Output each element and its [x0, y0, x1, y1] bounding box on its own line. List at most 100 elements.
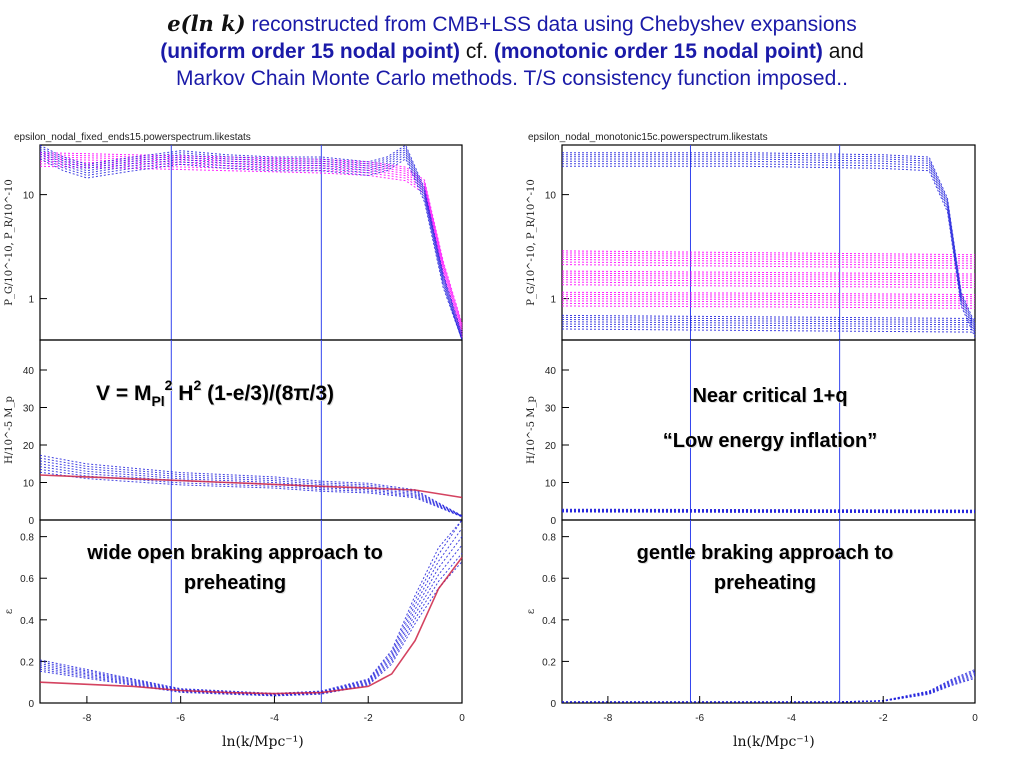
- series-line-left-mid-0-0: [39, 471, 463, 518]
- series-line-right-bottom-0-2: [562, 674, 976, 703]
- y-tick-label-left-mid-4: 0: [28, 516, 34, 527]
- y-tick-label-right-bottom-3: 0.2: [542, 657, 556, 668]
- y-tick-label-left-top-0: 10: [23, 191, 35, 202]
- series-line-right-top-3-1: [562, 163, 976, 335]
- title-cf: cf.: [460, 40, 494, 63]
- y-tick-label-left-bottom-1: 0.6: [20, 574, 34, 585]
- series-line-right-top-4-0: [561, 328, 976, 333]
- title-line-1-text: reconstructed from CMB+LSS data using Ch…: [245, 13, 857, 36]
- y-tick-label-right-bottom-1: 0.6: [542, 574, 556, 585]
- y-tick-label-right-mid-0: 40: [545, 366, 557, 377]
- y-tick-label-left-top-1: 1: [28, 295, 34, 306]
- x-tick-label-left-1: -6: [176, 713, 185, 724]
- series-line-left-mid-0-3: [39, 463, 463, 517]
- series-line-right-top-0-5: [561, 252, 976, 258]
- panel-frame-left-bottom: [39, 519, 463, 704]
- y-axis-label-right-mid: H/10^-5 M_p: [526, 396, 537, 464]
- series-line-left-top-0-3: [39, 158, 463, 331]
- series-line-right-top-0-6: [561, 250, 976, 256]
- x-tick-label-right-2: -4: [787, 713, 796, 724]
- series-line-right-bottom-0-3: [562, 673, 976, 703]
- y-tick-label-left-bottom-4: 0: [28, 699, 34, 710]
- y-tick-label-left-mid-3: 10: [23, 479, 35, 490]
- series-line-right-bottom-0-1: [562, 676, 976, 703]
- gentle-braking-annotation: gentle braking approach to preheating: [636, 542, 894, 594]
- epsilon-symbol: e(ln k): [167, 11, 246, 36]
- series-line-right-top-1-0: [561, 284, 976, 289]
- slide-title: e(ln k) reconstructed from CMB+LSS data …: [0, 10, 1024, 92]
- series-line-right-top-0-2: [561, 259, 976, 264]
- series-line-left-mid-0-5: [39, 457, 463, 517]
- series-line-right-top-1-4: [561, 274, 976, 279]
- series-line-left-top-1-2: [39, 153, 463, 341]
- x-axis-label-right: ln(k/Mpc⁻¹): [733, 734, 815, 750]
- x-tick-label-right-0: -8: [603, 713, 612, 724]
- y-axis-label-left-bottom: ε: [4, 609, 15, 614]
- series-line-right-top-3-5: [562, 154, 976, 326]
- series-line-left-top-1-0: [39, 158, 463, 341]
- series-line-left-top-1-6: [39, 144, 463, 334]
- formula-annotation: V = MPl2 H2 (1-e/3)/(8π/3): [96, 377, 335, 409]
- y-tick-label-right-mid-3: 10: [545, 479, 557, 490]
- y-tick-label-left-mid-1: 30: [23, 404, 35, 415]
- series-line-right-mid-0-1: [561, 511, 976, 513]
- series-line-left-top-0-5: [39, 154, 463, 326]
- y-tick-label-right-bottom-2: 0.4: [542, 616, 556, 627]
- series-line-right-top-2-6: [561, 291, 976, 296]
- panel-frame-right-top: [561, 144, 976, 341]
- series-line-right-top-0-3: [561, 256, 976, 262]
- series-line-left-bottom-1-0: [39, 556, 463, 695]
- y-tick-label-right-bottom-4: 0: [550, 699, 556, 710]
- wide-open-annotation: wide open braking approach to preheating: [87, 542, 383, 594]
- y-tick-label-left-mid-0: 40: [23, 366, 35, 377]
- series-line-right-top-1-6: [561, 270, 976, 275]
- series-line-left-mid-0-6: [39, 454, 463, 517]
- series-line-right-top-2-3: [561, 298, 976, 302]
- low-energy-annotation: “Low energy inflation”: [662, 430, 878, 452]
- title-monotonic: (monotonic order 15 nodal point): [493, 40, 823, 63]
- series-line-right-bottom-0-4: [562, 671, 976, 703]
- series-line-right-bottom-0-6: [562, 669, 976, 703]
- series-line-right-bottom-0-5: [562, 670, 976, 703]
- series-line-right-top-2-2: [561, 300, 976, 304]
- y-axis-label-right-bottom: ε: [526, 609, 537, 614]
- y-tick-label-right-top-0: 10: [545, 191, 557, 202]
- series-line-right-top-3-6: [562, 152, 976, 324]
- y-axis-label-right-top: P_G/10^-10, P_R/10^-10: [526, 179, 537, 305]
- series-line-left-top-0-2: [39, 160, 463, 333]
- near-critical-annotation: Near critical 1+q: [692, 385, 848, 407]
- panel-frame-right-bottom: [561, 519, 976, 704]
- y-tick-label-left-bottom-0: 0.8: [20, 533, 34, 544]
- series-line-right-top-1-3: [561, 276, 976, 281]
- series-line-left-top-1-4: [39, 148, 463, 338]
- series-line-left-top-0-4: [39, 156, 463, 328]
- series-line-left-top-1-3: [39, 150, 463, 341]
- title-uniform: (uniform order 15 nodal point): [160, 40, 461, 63]
- series-line-right-top-2-4: [561, 295, 976, 300]
- series-line-right-bottom-0-0: [562, 677, 976, 703]
- panel-frame-left-mid: [39, 339, 463, 521]
- x-tick-label-left-3: -2: [364, 713, 373, 724]
- series-line-left-bottom-0-0: [39, 561, 463, 697]
- series-line-left-top-0-1: [39, 163, 463, 335]
- series-line-right-top-4-1: [561, 325, 976, 331]
- panel-frame-left-top: [39, 144, 463, 341]
- series-line-left-bottom-0-6: [39, 519, 463, 694]
- series-line-right-top-1-5: [561, 272, 976, 277]
- series-line-left-top-0-0: [39, 165, 463, 338]
- series-line-left-top-0-6: [39, 152, 463, 324]
- series-line-left-mid-0-1: [39, 468, 463, 518]
- title-and: and: [822, 40, 864, 63]
- y-axis-label-left-mid: H/10^-5 M_p: [4, 396, 15, 464]
- y-tick-label-right-mid-4: 0: [550, 516, 556, 527]
- series-line-right-top-1-1: [561, 281, 976, 286]
- x-tick-label-left-0: -8: [82, 713, 91, 724]
- left-panel-title: epsilon_nodal_fixed_ends15.powerspectrum…: [14, 132, 251, 143]
- title-line-3: Markov Chain Monte Carlo methods. T/S co…: [176, 67, 848, 90]
- y-tick-label-right-mid-2: 20: [545, 441, 557, 452]
- y-tick-label-left-mid-2: 20: [23, 441, 35, 452]
- series-line-right-top-0-0: [561, 264, 976, 269]
- series-line-right-top-4-3: [561, 321, 976, 326]
- series-line-left-top-1-5: [39, 146, 463, 336]
